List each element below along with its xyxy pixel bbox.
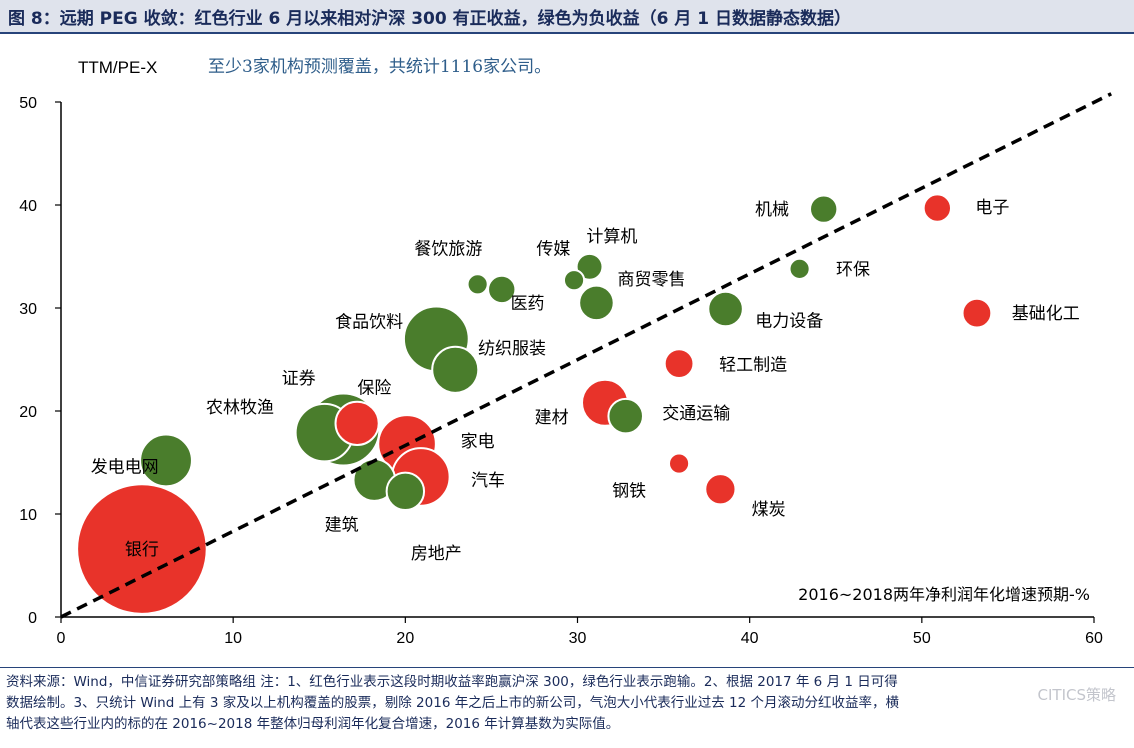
label-医药: 医药 <box>511 294 545 314</box>
label-钢铁: 钢铁 <box>612 481 646 501</box>
x-tick-label: 60 <box>1085 630 1103 647</box>
bubble-传媒 <box>562 269 586 292</box>
bubble-银行 <box>76 483 208 615</box>
axis-ticks: 0 10 20 30 40 50 60 0 10 20 30 40 50 <box>19 95 1103 647</box>
x-tick-label: 30 <box>569 630 587 647</box>
x-tick-label: 20 <box>396 630 414 647</box>
footnote-line-2: 数据绘制。3、只统计 Wind 上有 3 家及以上机构覆盖的股票，剔除 2016… <box>6 695 899 711</box>
bubble-房地产 <box>385 471 426 512</box>
bubble-环保 <box>788 257 811 280</box>
bubble-电力设备 <box>707 290 744 328</box>
y-tick-label: 30 <box>19 301 37 318</box>
y-tick-label: 40 <box>19 198 37 215</box>
label-保险: 保险 <box>357 378 391 398</box>
label-证券: 证券 <box>282 369 316 389</box>
notes-divider <box>0 667 1134 668</box>
label-煤炭: 煤炭 <box>752 500 786 520</box>
label-房地产: 房地产 <box>411 544 462 564</box>
bubble-机械 <box>809 194 839 224</box>
bubble-轻工制造 <box>663 348 695 380</box>
y-axis-label: TTM/PE-X <box>78 58 157 77</box>
bubble-发电电网 <box>139 433 193 488</box>
bubble-钢铁 <box>667 452 691 475</box>
coverage-annotation: 至少3家机构预测覆盖，共统计1116家公司。 <box>208 57 551 77</box>
label-商贸零售: 商贸零售 <box>618 270 686 290</box>
label-机械: 机械 <box>755 200 789 220</box>
bubble-医药 <box>578 284 615 322</box>
bubble-煤炭 <box>704 473 737 506</box>
label-汽车: 汽车 <box>471 471 505 491</box>
footnote-line-3: 轴代表这些行业内的标的在 2016~2018 年整体归母利润年化复合增速，201… <box>6 716 620 732</box>
y-tick-label: 0 <box>28 610 37 627</box>
label-环保: 环保 <box>836 260 870 280</box>
label-食品饮料: 食品饮料 <box>335 312 403 332</box>
label-轻工制造: 轻工制造 <box>719 356 787 376</box>
watermark: CITICS策略 <box>1037 686 1116 704</box>
bubble-餐饮旅游 <box>466 273 489 296</box>
label-电力设备: 电力设备 <box>755 311 823 331</box>
bubble-交通运输 <box>607 397 644 435</box>
label-家电: 家电 <box>461 432 495 452</box>
bubble-餐饮旅游 <box>487 274 517 305</box>
label-餐饮旅游: 餐饮旅游 <box>414 239 482 259</box>
reference-dashed-line <box>60 92 1112 619</box>
y-tick-label: 50 <box>19 95 37 112</box>
x-tick-label: 50 <box>913 630 931 647</box>
title-divider <box>0 32 1134 34</box>
y-tick-label: 20 <box>19 404 37 421</box>
x-tick-label: 40 <box>741 630 759 647</box>
x-tick-label: 0 <box>57 630 66 647</box>
bubble-纺织服装 <box>431 345 480 394</box>
label-建材: 建材 <box>535 408 569 428</box>
label-银行: 银行 <box>125 540 159 560</box>
bubbles <box>76 193 993 615</box>
label-传媒: 传媒 <box>536 239 570 259</box>
figure-title: 图 8：远期 PEG 收敛：红色行业 6 月以来相对沪深 300 有正收益，绿色… <box>0 0 1134 32</box>
x-axis-label: 2016~2018两年净利润年化增速预期-% <box>798 585 1090 604</box>
label-计算机: 计算机 <box>586 227 637 247</box>
bubble-电子 <box>922 193 953 223</box>
x-tick-label: 10 <box>224 630 242 647</box>
footnotes: 资料来源：Wind，中信证券研究部策略组 注：1、红色行业表示这段时期收益率跑赢… <box>6 672 1130 735</box>
label-基础化工: 基础化工 <box>1012 304 1080 324</box>
label-纺织服装: 纺织服装 <box>478 339 546 359</box>
footnote-line-1: 资料来源：Wind，中信证券研究部策略组 注：1、红色行业表示这段时期收益率跑赢… <box>6 674 898 690</box>
label-农林牧渔: 农林牧渔 <box>206 398 274 418</box>
bubble-基础化工 <box>961 297 993 329</box>
label-建筑: 建筑 <box>325 515 359 535</box>
label-交通运输: 交通运输 <box>662 404 730 424</box>
label-电子: 电子 <box>975 198 1009 218</box>
label-发电电网: 发电电网 <box>91 458 159 478</box>
bubble-保险 <box>334 400 380 446</box>
bubble-计算机 <box>575 252 604 281</box>
y-tick-label: 10 <box>19 507 37 524</box>
